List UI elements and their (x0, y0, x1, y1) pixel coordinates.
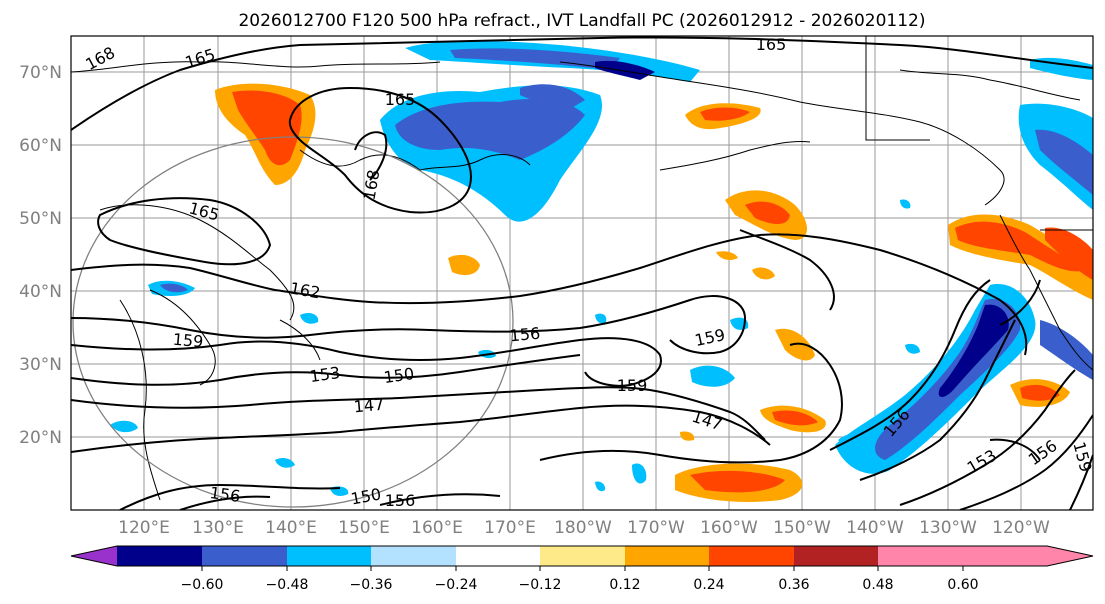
lon-labels: 120°E 130°E 140°E 150°E 160°E 170°E 180°… (118, 518, 1050, 538)
lon-label: 130°E (192, 518, 244, 538)
colorbar-tick-label: 0.36 (778, 577, 809, 593)
colorbar-bin (794, 546, 878, 566)
contour-label: 165 (385, 90, 416, 109)
lat-label: 60°N (19, 136, 62, 156)
contour-label: 156 (509, 324, 541, 346)
colorbar-bin (625, 546, 709, 566)
lat-label: 50°N (19, 209, 62, 229)
contour-label: 150 (382, 364, 415, 387)
colorbar-bin (287, 546, 371, 566)
colorbar-tick-label: −0.24 (435, 577, 478, 593)
lon-label: 120°E (118, 518, 170, 538)
colorbar: −0.60 −0.48 −0.36 −0.24 −0.12 0.12 0.24 … (70, 545, 1094, 593)
height-contours (71, 36, 1093, 510)
colorbar-tick-label: −0.36 (350, 577, 393, 593)
colorbar-tick-label: 0.12 (609, 577, 640, 593)
colorbar-bin (709, 546, 794, 566)
contour-label: 147 (353, 395, 385, 417)
colorbar-extend-low (71, 546, 117, 566)
figure-title: 2026012700 F120 500 hPa refract., IVT La… (238, 11, 925, 31)
lat-label: 30°N (19, 355, 62, 375)
colorbar-bin (878, 546, 963, 566)
lon-label: 160°W (700, 518, 758, 538)
colorbar-tick-label: −0.12 (519, 577, 562, 593)
contour-label: 165 (756, 35, 787, 54)
map-panel: 168 165 165 165 168 165 162 159 156 159 … (71, 35, 1095, 510)
colorbar-extend-high (963, 546, 1093, 566)
colorbar-bin (371, 546, 456, 566)
colorbar-outline (70, 545, 1094, 567)
contour-label: 156 (385, 491, 416, 510)
radius-circle (72, 136, 514, 508)
lon-label: 120°W (992, 518, 1050, 538)
contour-label: 159 (1069, 440, 1095, 474)
lon-label: 150°E (338, 518, 390, 538)
colorbar-bin (540, 546, 625, 566)
colorbar-bin (456, 546, 540, 566)
colorbar-tick-label: −0.60 (181, 577, 224, 593)
lon-label: 140°E (265, 518, 317, 538)
colorbar-ticks (201, 566, 964, 571)
lon-label: 170°E (484, 518, 536, 538)
colorbar-tick-label: 0.24 (693, 577, 724, 593)
contour-label: 153 (308, 363, 341, 386)
lat-label: 40°N (19, 282, 62, 302)
lat-label: 20°N (19, 428, 62, 448)
map-frame (70, 35, 1094, 511)
lon-label: 150°W (773, 518, 831, 538)
lon-label: 130°W (919, 518, 977, 538)
lat-label: 70°N (19, 63, 62, 83)
lat-labels: 70°N 60°N 50°N 40°N 30°N 20°N (19, 63, 62, 448)
lon-label: 170°W (627, 518, 685, 538)
colorbar-bin (117, 546, 202, 566)
colorbar-tick-label: 0.60 (947, 577, 978, 593)
coastlines (71, 36, 1093, 501)
contour-label: 159 (172, 330, 204, 352)
lon-label: 180°W (554, 518, 612, 538)
lon-label: 160°E (411, 518, 463, 538)
contour-label: 156 (209, 483, 242, 506)
colorbar-bin (202, 546, 287, 566)
colorbar-tick-label: −0.48 (266, 577, 309, 593)
lon-label: 140°W (846, 518, 904, 538)
colorbar-tick-label: 0.48 (862, 577, 893, 593)
contour-label: 159 (617, 376, 648, 395)
